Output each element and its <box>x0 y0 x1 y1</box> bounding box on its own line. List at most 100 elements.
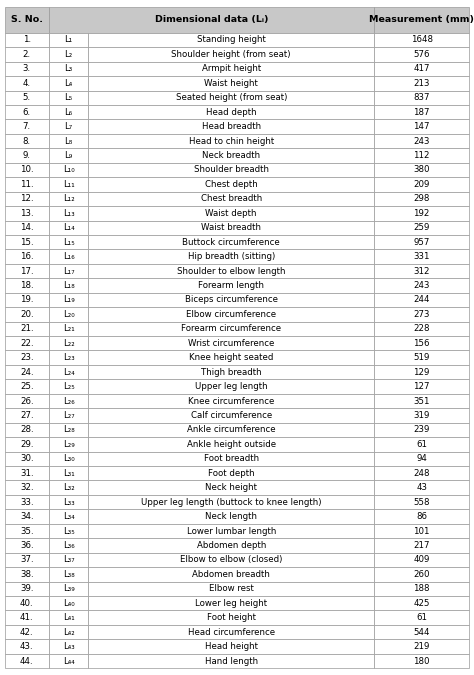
Bar <box>5 437 49 452</box>
Text: 5.: 5. <box>23 93 31 102</box>
Bar <box>49 639 88 654</box>
Text: L₂₁: L₂₁ <box>63 324 74 333</box>
Text: L₅: L₅ <box>64 93 73 102</box>
Bar <box>88 336 374 350</box>
Text: Chest depth: Chest depth <box>205 180 257 189</box>
Bar <box>49 221 88 235</box>
Bar <box>49 610 88 625</box>
Bar <box>374 293 469 307</box>
Bar <box>49 553 88 567</box>
Text: Ankle circumference: Ankle circumference <box>187 425 275 435</box>
Bar <box>5 596 49 610</box>
Bar <box>374 596 469 610</box>
Bar <box>5 538 49 553</box>
Bar <box>88 610 374 625</box>
Text: Upper leg length (buttock to knee length): Upper leg length (buttock to knee length… <box>141 497 321 507</box>
Bar <box>88 119 374 134</box>
Text: 34.: 34. <box>20 512 34 521</box>
Text: Chest breadth: Chest breadth <box>201 194 262 203</box>
Text: 42.: 42. <box>20 628 34 637</box>
Bar <box>49 596 88 610</box>
Text: 837: 837 <box>413 93 430 102</box>
Bar <box>88 538 374 553</box>
Bar <box>88 235 374 249</box>
Text: Seated height (from seat): Seated height (from seat) <box>175 93 287 102</box>
Bar <box>374 105 469 119</box>
Text: L₇: L₇ <box>64 122 73 131</box>
Text: 36.: 36. <box>20 541 34 550</box>
Bar <box>5 235 49 249</box>
Text: 8.: 8. <box>23 136 31 146</box>
Bar <box>374 163 469 177</box>
Text: Neck height: Neck height <box>205 483 257 492</box>
Text: Foot breadth: Foot breadth <box>204 454 259 463</box>
Bar <box>374 610 469 625</box>
Text: 12.: 12. <box>20 194 34 203</box>
Text: 23.: 23. <box>20 353 34 362</box>
Text: 228: 228 <box>413 324 430 333</box>
Bar <box>49 466 88 481</box>
Text: L₃₁: L₃₁ <box>63 468 74 478</box>
Text: Measurement (mm): Measurement (mm) <box>369 16 474 24</box>
Text: Shoulder breadth: Shoulder breadth <box>194 165 269 174</box>
Bar <box>88 307 374 321</box>
Bar <box>88 264 374 278</box>
Bar <box>49 33 88 47</box>
Bar <box>5 264 49 278</box>
Text: L₁₉: L₁₉ <box>63 296 74 304</box>
Text: 1648: 1648 <box>410 36 433 45</box>
Text: 188: 188 <box>413 585 430 593</box>
Text: 273: 273 <box>413 310 430 319</box>
Text: L₄₄: L₄₄ <box>63 657 74 666</box>
Bar <box>374 90 469 105</box>
Text: Forearm circumference: Forearm circumference <box>181 324 281 333</box>
Bar <box>374 307 469 321</box>
Text: L₄₁: L₄₁ <box>63 613 74 622</box>
Text: 28.: 28. <box>20 425 34 435</box>
Bar <box>5 553 49 567</box>
Text: 112: 112 <box>413 151 430 160</box>
Bar <box>5 336 49 350</box>
Text: 10.: 10. <box>20 165 34 174</box>
Text: Hand length: Hand length <box>205 657 258 666</box>
Text: 11.: 11. <box>20 180 34 189</box>
Bar <box>374 148 469 163</box>
Text: L₃: L₃ <box>64 64 73 74</box>
Bar <box>88 177 374 192</box>
Text: 38.: 38. <box>20 570 34 579</box>
Text: L₉: L₉ <box>64 151 73 160</box>
Text: Hip breadth (sitting): Hip breadth (sitting) <box>188 252 275 261</box>
Bar <box>88 437 374 452</box>
Bar <box>88 466 374 481</box>
Text: Elbow rest: Elbow rest <box>209 585 254 593</box>
Text: 243: 243 <box>413 136 430 146</box>
Bar <box>5 307 49 321</box>
Bar <box>374 61 469 76</box>
Bar <box>374 582 469 596</box>
Text: 7.: 7. <box>23 122 31 131</box>
Bar <box>374 538 469 553</box>
Bar <box>5 119 49 134</box>
Bar <box>5 495 49 510</box>
Text: Elbow circumference: Elbow circumference <box>186 310 276 319</box>
Text: 9.: 9. <box>23 151 31 160</box>
Text: Waist breadth: Waist breadth <box>201 223 261 232</box>
Text: Abdomen breadth: Abdomen breadth <box>192 570 270 579</box>
Bar <box>374 524 469 538</box>
Bar <box>374 394 469 408</box>
Bar <box>5 105 49 119</box>
Bar <box>5 610 49 625</box>
Bar <box>88 481 374 495</box>
Bar <box>49 567 88 582</box>
Bar <box>88 654 374 668</box>
Bar <box>374 553 469 567</box>
Bar <box>49 177 88 192</box>
Text: 25.: 25. <box>20 382 34 391</box>
Bar <box>88 567 374 582</box>
Text: 101: 101 <box>413 526 430 535</box>
Text: 156: 156 <box>413 339 430 348</box>
Text: 180: 180 <box>413 657 430 666</box>
Text: L₆: L₆ <box>64 108 73 117</box>
Bar <box>374 321 469 336</box>
Text: 260: 260 <box>413 570 430 579</box>
